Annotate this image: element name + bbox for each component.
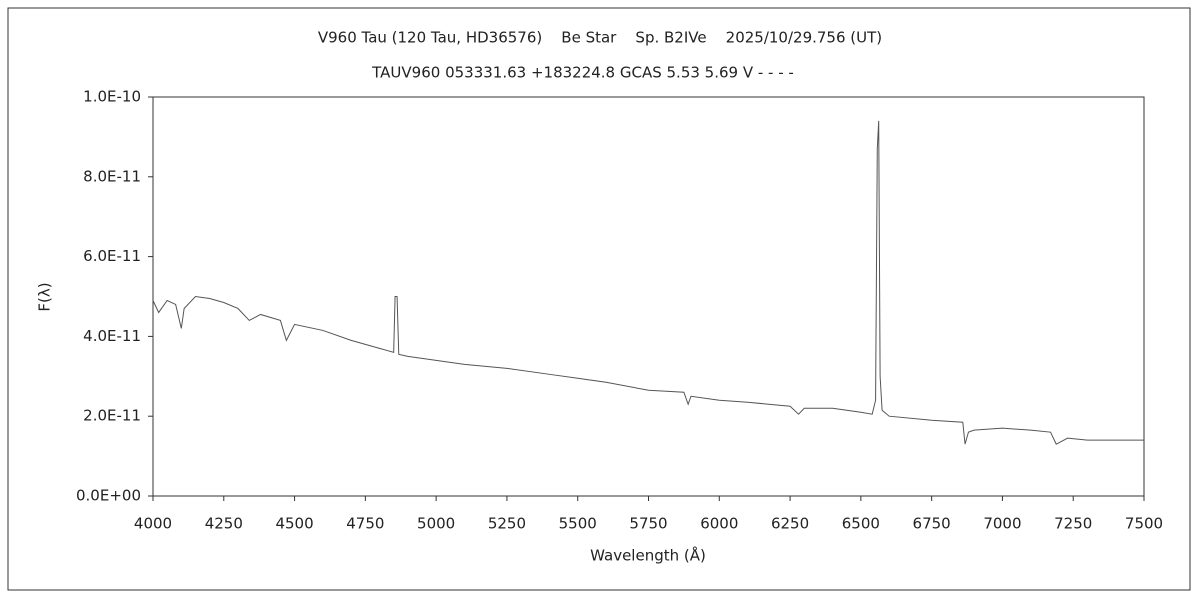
- outer-frame: [7, 7, 1191, 591]
- chart-subtitle: TAUV960 053331.63 +183224.8 GCAS 5.53 5.…: [371, 64, 794, 82]
- y-axis-label: F(λ): [36, 282, 54, 311]
- x-tick-label: 5500: [559, 515, 597, 533]
- x-tick-label: 6250: [771, 515, 809, 533]
- y-tick-label: 1.0E-10: [83, 88, 141, 106]
- x-tick-label: 5000: [417, 515, 455, 533]
- chart-title: V960 Tau (120 Tau, HD36576) Be Star Sp. …: [318, 29, 882, 47]
- x-tick-label: 6000: [700, 515, 738, 533]
- y-tick-label: 2.0E-11: [83, 407, 141, 425]
- x-tick-label: 7500: [1125, 515, 1163, 533]
- x-tick-label: 6750: [913, 515, 951, 533]
- x-tick-label: 7250: [1054, 515, 1092, 533]
- y-tick-label: 4.0E-11: [83, 327, 141, 345]
- plot-frame: [152, 96, 1145, 497]
- x-tick-label: 4500: [275, 515, 313, 533]
- y-tick-label: 6.0E-11: [83, 247, 141, 265]
- x-tick-label: 7000: [983, 515, 1021, 533]
- x-tick-label: 4000: [134, 515, 172, 533]
- x-tick-label: 4250: [205, 515, 243, 533]
- x-tick-label: 6500: [842, 515, 880, 533]
- x-axis-label: Wavelength (Å): [590, 546, 706, 565]
- x-tick-label: 4750: [346, 515, 384, 533]
- x-tick-label: 5750: [629, 515, 667, 533]
- y-tick-label: 0.0E+00: [76, 487, 141, 505]
- spectrum-line: [152, 120, 1144, 445]
- x-tick-label: 5250: [488, 515, 526, 533]
- y-tick-label: 8.0E-11: [83, 167, 141, 185]
